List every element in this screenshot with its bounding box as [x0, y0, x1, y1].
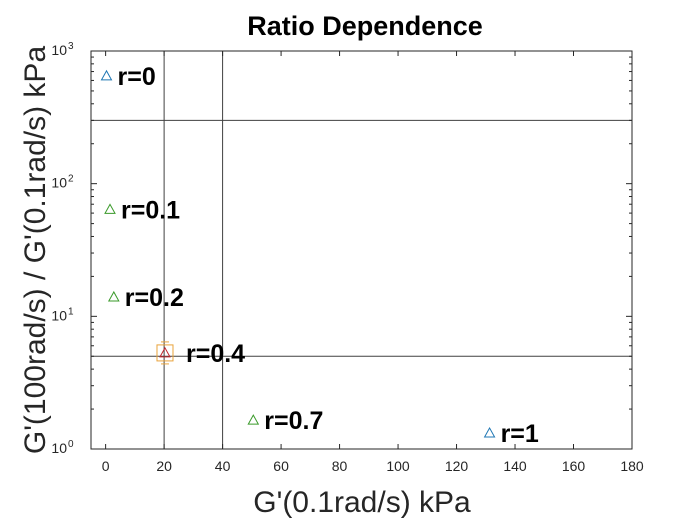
x-tick-label: 0 [102, 458, 110, 474]
y-tick-label: 10 [51, 307, 67, 323]
point-label: r=0.1 [121, 196, 180, 224]
x-axis-label: G'(0.1rad/s) kPa [253, 486, 471, 519]
y-tick-label: 10 [51, 440, 67, 456]
point-label: r=0.2 [125, 284, 184, 312]
errorbar-box [156, 344, 174, 362]
y-axis-label: G'(100rad/s) / G'(0.1rad/s) kPa [19, 46, 52, 455]
x-tick-label: 20 [156, 458, 172, 474]
x-axis-ticks: 0 20 40 60 80 100 120 140 160 180 [102, 51, 644, 474]
point-label: r=1 [501, 420, 539, 448]
triangle-marker [107, 290, 120, 302]
x-tick-label: 160 [562, 458, 586, 474]
x-tick-label: 100 [386, 458, 410, 474]
point-label: r=0.4 [186, 340, 245, 368]
triangle-marker [104, 203, 116, 214]
y-tick-exponent: 3 [68, 41, 74, 52]
x-tick-label: 80 [332, 458, 348, 474]
y-tick-label: 10 [51, 175, 67, 191]
x-tick-label: 120 [445, 458, 469, 474]
y-tick-label: 10 [51, 42, 67, 58]
reference-lines [91, 51, 632, 449]
y-tick-exponent: 1 [68, 306, 74, 317]
y-tick-exponent: 0 [68, 439, 74, 450]
point-label: r=0 [117, 63, 155, 91]
x-tick-label: 60 [273, 458, 289, 474]
plot-area [90, 50, 633, 450]
triangle-marker [483, 426, 496, 438]
x-tick-label: 40 [215, 458, 231, 474]
x-tick-label: 180 [620, 458, 644, 474]
triangle-marker [159, 346, 171, 358]
data-markers [100, 69, 496, 438]
y-tick-exponent: 2 [68, 174, 74, 185]
triangle-marker [247, 414, 260, 425]
point-label: r=0.7 [264, 407, 323, 435]
point-labels: r=0 r=0.1 r=0.2r=0.4 r=0.7 r=1 [117, 63, 538, 448]
triangle-marker [100, 69, 113, 81]
x-tick-label: 140 [503, 458, 527, 474]
chart-title: Ratio Dependence [247, 11, 483, 41]
